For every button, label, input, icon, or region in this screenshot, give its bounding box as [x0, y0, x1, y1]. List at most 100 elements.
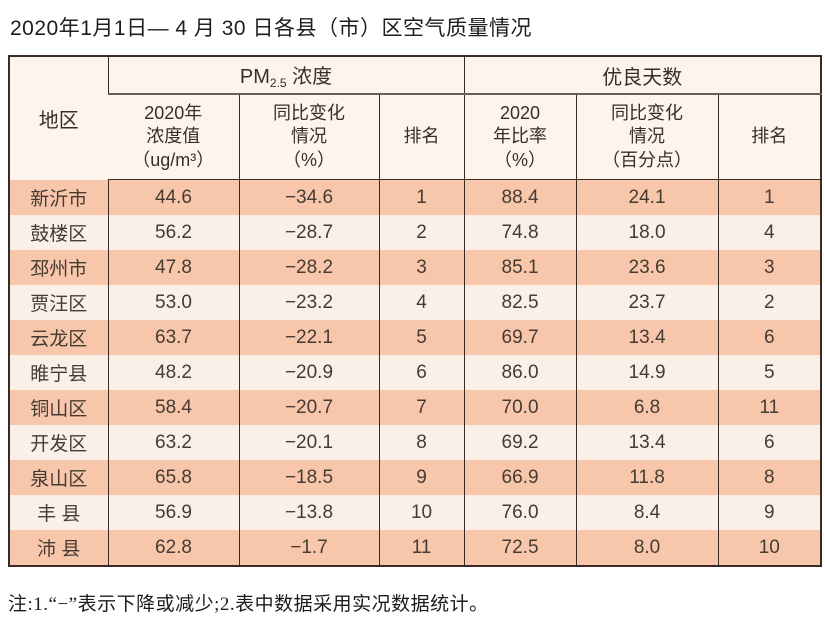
pm25-label-suffix: 浓度	[286, 66, 333, 88]
cell-pm-rank: 1	[378, 179, 465, 215]
cell-pm-value: 44.6	[107, 179, 239, 215]
table-row: 沛 县 62.8 −1.7 11 72.5 8.0 10	[9, 530, 822, 566]
column-header-pm-change: 同比变化 情况 （%）	[238, 94, 379, 180]
cell-pm-rank: 6	[378, 355, 465, 390]
cell-pm-value: 47.8	[107, 250, 239, 285]
cell-gd-rate: 85.1	[463, 250, 577, 285]
cell-gd-rate: 69.2	[463, 425, 577, 460]
cell-gd-rank: 9	[717, 495, 822, 530]
table-row: 鼓楼区 56.2 −28.7 2 74.8 18.0 4	[9, 215, 822, 250]
gd-change-line2: 情况	[629, 126, 666, 147]
table-row: 丰 县 56.9 −13.8 10 76.0 8.4 9	[9, 495, 822, 530]
cell-pm-change: −1.7	[238, 530, 379, 566]
cell-pm-value: 48.2	[107, 355, 239, 390]
cell-pm-rank: 7	[378, 390, 465, 425]
cell-gd-rate: 88.4	[463, 179, 577, 215]
table-row: 云龙区 63.7 −22.1 5 69.7 13.4 6	[9, 320, 822, 355]
gd-rate-line3: （%）	[494, 149, 547, 170]
cell-gd-rank: 6	[717, 425, 822, 460]
gd-rate-line1: 2020	[500, 102, 541, 123]
cell-region: 开发区	[9, 425, 108, 460]
cell-pm-value: 56.2	[107, 215, 239, 250]
pm25-label-prefix: PM	[239, 66, 270, 88]
cell-gd-rank: 8	[717, 460, 822, 495]
pm-change-line2: 情况	[291, 126, 327, 147]
air-quality-table: 地区 PM2.5 浓度 优良天数 2020年 浓度值 （ug/m³） 同比变化 …	[8, 55, 823, 567]
gd-rate-line2: 年比率	[493, 126, 548, 147]
cell-pm-change: −22.1	[238, 320, 379, 355]
cell-region: 鼓楼区	[9, 215, 108, 250]
table-body: 新沂市 44.6 −34.6 1 88.4 24.1 1 鼓楼区 56.2 −28.7 2 74.8 1…	[9, 179, 822, 566]
cell-pm-change: −28.7	[238, 215, 379, 250]
cell-pm-value: 56.9	[107, 495, 239, 530]
cell-pm-rank: 8	[378, 425, 465, 460]
cell-region: 铜山区	[9, 390, 108, 425]
cell-pm-rank: 4	[378, 285, 465, 320]
cell-gd-change: 13.4	[575, 425, 719, 460]
cell-region: 贾汪区	[9, 285, 108, 320]
cell-gd-change: 8.4	[575, 495, 719, 530]
cell-region: 泉山区	[9, 460, 108, 495]
gd-change-line1: 同比变化	[611, 102, 684, 123]
cell-pm-value: 58.4	[107, 390, 239, 425]
cell-pm-rank: 9	[378, 460, 465, 495]
cell-gd-rank: 10	[717, 530, 822, 566]
footnote: 注:1.“−”表示下降或减少;2.表中数据采用实况数据统计。	[8, 594, 489, 615]
group-header-good-days: 优良天数	[463, 56, 822, 95]
cell-pm-change: −23.2	[238, 285, 379, 320]
group-header-row: 地区 PM2.5 浓度 优良天数	[9, 56, 822, 180]
cell-gd-change: 14.9	[575, 355, 719, 390]
cell-pm-change: −18.5	[238, 460, 379, 495]
cell-pm-change: −34.6	[238, 179, 379, 215]
cell-gd-rate: 76.0	[463, 495, 577, 530]
pm-change-line1: 同比变化	[273, 102, 345, 123]
cell-gd-change: 11.8	[575, 460, 719, 495]
cell-gd-change: 23.7	[575, 285, 719, 320]
sub-header-row: 2020年 浓度值 （ug/m³） 同比变化 情况 （%） 排名 2020 年比…	[9, 94, 822, 180]
cell-gd-change: 8.0	[575, 530, 719, 566]
cell-gd-rank: 6	[717, 320, 822, 355]
table-row: 贾汪区 53.0 −23.2 4 82.5 23.7 2	[9, 285, 822, 320]
cell-pm-rank: 11	[378, 530, 465, 566]
column-header-pm-rank: 排名	[378, 94, 465, 180]
column-header-gd-rate: 2020 年比率 （%）	[463, 94, 577, 180]
cell-region: 邳州市	[9, 250, 108, 285]
cell-gd-rate: 66.9	[463, 460, 577, 495]
pm-change-line3: （%）	[282, 149, 335, 170]
cell-gd-change: 24.1	[575, 179, 719, 215]
cell-pm-value: 63.2	[107, 425, 239, 460]
gd-change-line3: （百分点）	[602, 149, 693, 170]
cell-pm-change: −28.2	[238, 250, 379, 285]
cell-region: 云龙区	[9, 320, 108, 355]
cell-pm-rank: 3	[378, 250, 465, 285]
pm-value-line1: 2020年	[144, 102, 203, 123]
table-row: 开发区 63.2 −20.1 8 69.2 13.4 6	[9, 425, 822, 460]
cell-pm-change: −20.9	[238, 355, 379, 390]
cell-gd-change: 6.8	[575, 390, 719, 425]
cell-pm-value: 63.7	[107, 320, 239, 355]
cell-gd-rank: 4	[717, 215, 822, 250]
table-row: 新沂市 44.6 −34.6 1 88.4 24.1 1	[9, 179, 822, 215]
cell-pm-value: 62.8	[107, 530, 239, 566]
pm25-subscript: 2.5	[269, 76, 287, 90]
table-row: 铜山区 58.4 −20.7 7 70.0 6.8 11	[9, 390, 822, 425]
page-title: 2020年1月1日— 4 月 30 日各县（市）区空气质量情况	[10, 17, 532, 40]
cell-gd-change: 18.0	[575, 215, 719, 250]
cell-pm-value: 53.0	[107, 285, 239, 320]
cell-pm-rank: 10	[378, 495, 465, 530]
column-header-pm-value: 2020年 浓度值 （ug/m³）	[108, 94, 239, 180]
column-header-gd-change: 同比变化 情况 （百分点）	[575, 94, 719, 180]
cell-gd-change: 23.6	[575, 250, 719, 285]
table-row: 泉山区 65.8 −18.5 9 66.9 11.8 8	[9, 460, 822, 495]
cell-gd-rate: 74.8	[463, 215, 577, 250]
pm-value-line2: 浓度值	[146, 126, 201, 147]
cell-gd-rate: 70.0	[463, 390, 577, 425]
cell-gd-rank: 1	[717, 179, 822, 215]
cell-region: 丰 县	[9, 495, 108, 530]
table-row: 睢宁县 48.2 −20.9 6 86.0 14.9 5	[9, 355, 822, 390]
cell-pm-change: −13.8	[238, 495, 379, 530]
cell-pm-change: −20.1	[238, 425, 379, 460]
cell-gd-change: 13.4	[575, 320, 719, 355]
cell-gd-rank: 11	[717, 390, 822, 425]
cell-gd-rate: 72.5	[463, 530, 577, 566]
